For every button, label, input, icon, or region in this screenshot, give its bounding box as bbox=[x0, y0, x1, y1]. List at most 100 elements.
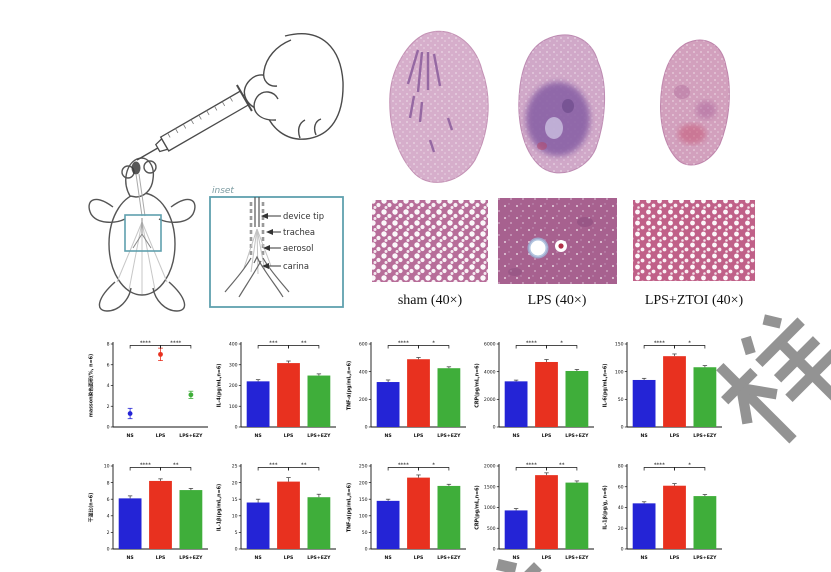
svg-text:*: * bbox=[688, 340, 691, 346]
svg-text:LPS+EZY: LPS+EZY bbox=[693, 433, 717, 439]
svg-text:NS: NS bbox=[127, 555, 134, 561]
svg-text:5: 5 bbox=[235, 530, 238, 536]
svg-text:NS: NS bbox=[127, 433, 134, 439]
svg-text:****: **** bbox=[654, 462, 665, 468]
svg-text:200: 200 bbox=[359, 397, 368, 403]
svg-text:LPS: LPS bbox=[670, 433, 680, 439]
svg-text:0: 0 bbox=[365, 425, 368, 431]
svg-text:**: ** bbox=[301, 462, 307, 468]
svg-text:LPS+EZY: LPS+EZY bbox=[437, 433, 461, 439]
svg-text:2000: 2000 bbox=[484, 397, 496, 403]
svg-text:600: 600 bbox=[359, 342, 368, 348]
svg-text:1500: 1500 bbox=[484, 484, 496, 490]
svg-text:LPS: LPS bbox=[670, 555, 680, 561]
svg-text:*: * bbox=[560, 340, 563, 346]
svg-text:4: 4 bbox=[107, 383, 110, 389]
instillation-illustration: inset bbox=[88, 33, 344, 312]
svg-text:TNF-α(pg/mL,n=6): TNF-α(pg/mL,n=6) bbox=[347, 483, 353, 532]
svg-text:4000: 4000 bbox=[484, 369, 496, 375]
svg-text:LPS+EZY: LPS+EZY bbox=[179, 555, 203, 561]
label-trachea: trachea bbox=[283, 227, 315, 237]
arrow-trachea-icon bbox=[266, 229, 273, 235]
chart-crp-balf: CRP(pg/mL,n=6) 0 500 1000 1500 2000 NS LPS LPS+E… bbox=[472, 452, 599, 568]
svg-text:****: **** bbox=[140, 462, 151, 468]
svg-text:0: 0 bbox=[493, 425, 496, 431]
svg-text:**: ** bbox=[559, 462, 565, 468]
svg-text:*: * bbox=[432, 462, 435, 468]
svg-text:***: *** bbox=[269, 340, 278, 346]
svg-text:干湿比(n=6): 干湿比(n=6) bbox=[88, 493, 95, 523]
inset-box bbox=[209, 196, 344, 308]
svg-text:NS: NS bbox=[641, 555, 648, 561]
svg-text:10: 10 bbox=[104, 464, 110, 470]
svg-text:NS: NS bbox=[255, 433, 262, 439]
chart-crp-serum: CRP(pg/mL,n=6) 0 2000 4000 6000 NS LPS LPS+EZY *… bbox=[472, 330, 599, 446]
arrow-device-tip-icon bbox=[261, 213, 268, 219]
svg-text:****: **** bbox=[140, 340, 151, 346]
svg-text:NS: NS bbox=[641, 433, 648, 439]
svg-text:LPS: LPS bbox=[542, 433, 552, 439]
arrow-carina-icon bbox=[262, 263, 269, 269]
svg-text:IL-1β(pg/g, n=6): IL-1β(pg/g, n=6) bbox=[603, 485, 609, 529]
svg-text:300: 300 bbox=[229, 362, 238, 368]
lung-section-lps-ztoi bbox=[660, 39, 730, 166]
svg-text:LPS: LPS bbox=[156, 433, 166, 439]
svg-text:400: 400 bbox=[229, 342, 238, 348]
svg-text:****: **** bbox=[398, 340, 409, 346]
svg-text:****: **** bbox=[170, 340, 181, 346]
svg-text:6: 6 bbox=[107, 362, 110, 368]
svg-text:*: * bbox=[688, 462, 691, 468]
svg-text:****: **** bbox=[526, 462, 537, 468]
svg-text:LPS+EZY: LPS+EZY bbox=[565, 555, 589, 561]
svg-text:**: ** bbox=[173, 462, 179, 468]
svg-text:CRP(pg/mL,n=6): CRP(pg/mL,n=6) bbox=[475, 363, 481, 407]
svg-text:****: **** bbox=[398, 462, 409, 468]
lung-section-sham bbox=[389, 30, 489, 183]
svg-text:0: 0 bbox=[621, 425, 624, 431]
chart-il6-serum: IL-6(pg/mL,n=6) 0 50 100 150 NS LPS LPS+EZY ****… bbox=[600, 330, 727, 446]
svg-text:NS: NS bbox=[255, 555, 262, 561]
chart-dry-wet-ratio: 干湿比(n=6) 0 2 4 6 8 10 NS LPS LPS+EZY **** ** bbox=[86, 452, 213, 568]
svg-text:*: * bbox=[432, 340, 435, 346]
hand-drawing bbox=[243, 33, 344, 140]
svg-text:IL-4(pg/mL,n=6): IL-4(pg/mL,n=6) bbox=[217, 364, 223, 408]
svg-text:IL-6(pg/mL,n=6): IL-6(pg/mL,n=6) bbox=[603, 364, 609, 408]
carina-highlight-box bbox=[124, 214, 162, 252]
svg-text:masson染色面积(%, n=6): masson染色面积(%, n=6) bbox=[88, 354, 95, 417]
arrow-aerosol-icon bbox=[263, 245, 270, 251]
svg-text:****: **** bbox=[654, 340, 665, 346]
svg-text:20: 20 bbox=[618, 526, 624, 532]
svg-text:LPS: LPS bbox=[414, 433, 424, 439]
lung-section-lps bbox=[518, 34, 605, 174]
svg-text:6000: 6000 bbox=[484, 342, 496, 348]
svg-text:IL-1β(pg/mL,n=6): IL-1β(pg/mL,n=6) bbox=[217, 484, 223, 531]
svg-text:LPS: LPS bbox=[542, 555, 552, 561]
svg-text:0: 0 bbox=[235, 547, 238, 553]
svg-text:15: 15 bbox=[232, 497, 238, 503]
label-device-tip: device tip bbox=[283, 211, 324, 221]
label-aerosol: aerosol bbox=[283, 243, 313, 253]
svg-text:LPS: LPS bbox=[414, 555, 424, 561]
svg-text:500: 500 bbox=[487, 526, 496, 532]
svg-text:8: 8 bbox=[107, 480, 110, 486]
micrograph-lps-ztoi bbox=[633, 200, 755, 281]
label-carina: carina bbox=[283, 261, 309, 271]
chart-il1b-lung: IL-1β(pg/g, n=6) 0 20 40 60 80 NS LPS LPS+EZY ***… bbox=[600, 452, 727, 568]
svg-text:2: 2 bbox=[107, 404, 110, 410]
svg-text:LPS+EZY: LPS+EZY bbox=[307, 433, 331, 439]
caption-lps: LPS (40×) bbox=[527, 293, 587, 308]
caption-lps-ztoi: LPS+ZTOI (40×) bbox=[644, 293, 744, 308]
svg-text:NS: NS bbox=[513, 433, 520, 439]
svg-text:8: 8 bbox=[107, 342, 110, 348]
svg-text:NS: NS bbox=[385, 433, 392, 439]
carina-hint-lines bbox=[132, 218, 152, 249]
histology-panel bbox=[372, 30, 755, 284]
svg-text:LPS+EZY: LPS+EZY bbox=[307, 555, 331, 561]
svg-text:NS: NS bbox=[513, 555, 520, 561]
svg-text:400: 400 bbox=[359, 369, 368, 375]
svg-text:150: 150 bbox=[359, 497, 368, 503]
svg-text:10: 10 bbox=[232, 514, 238, 520]
svg-text:40: 40 bbox=[618, 505, 624, 511]
svg-text:***: *** bbox=[269, 462, 278, 468]
